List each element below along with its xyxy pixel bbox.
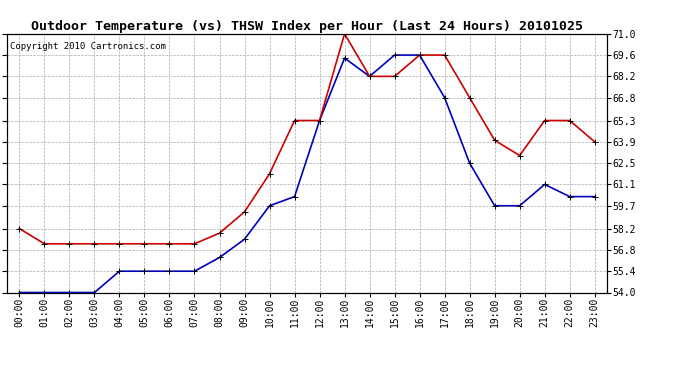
Title: Outdoor Temperature (vs) THSW Index per Hour (Last 24 Hours) 20101025: Outdoor Temperature (vs) THSW Index per … [31, 20, 583, 33]
Text: Copyright 2010 Cartronics.com: Copyright 2010 Cartronics.com [10, 42, 166, 51]
